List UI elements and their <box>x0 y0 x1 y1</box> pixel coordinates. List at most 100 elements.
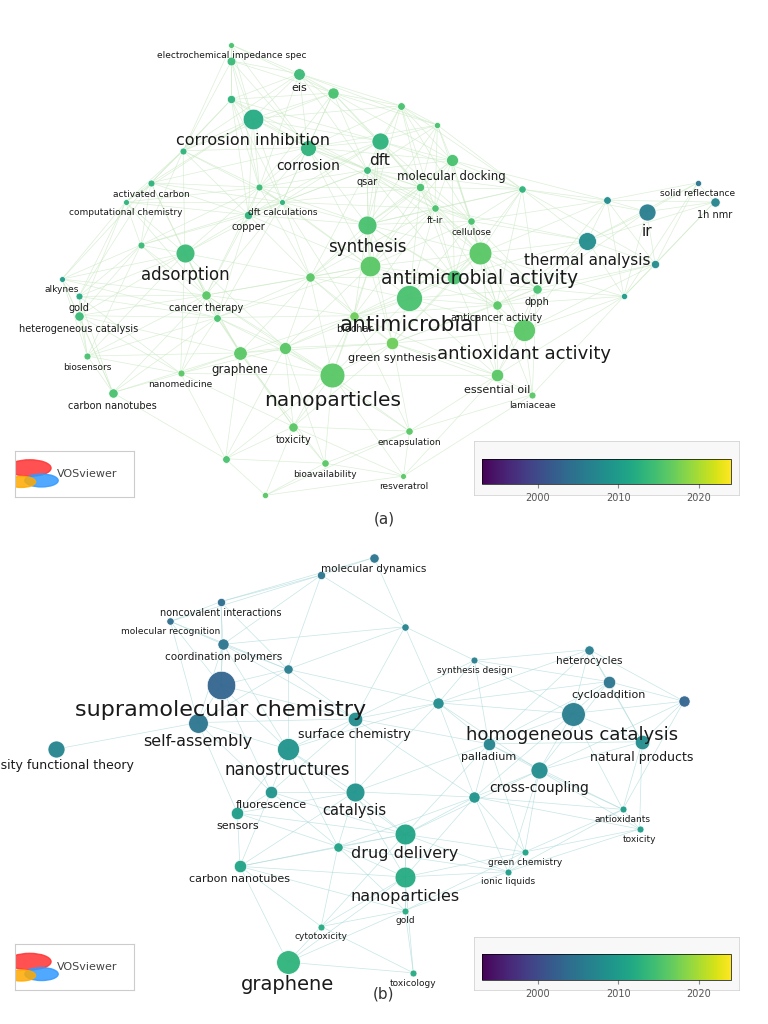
Point <box>649 256 661 272</box>
Point <box>349 783 361 800</box>
Point <box>327 85 339 101</box>
Text: graphene: graphene <box>241 975 334 994</box>
Circle shape <box>25 474 58 487</box>
Text: ir: ir <box>641 224 652 239</box>
Text: molecular docking: molecular docking <box>397 170 506 183</box>
Text: dft calculations: dft calculations <box>247 208 317 217</box>
Point <box>326 368 339 384</box>
Text: thermal analysis: thermal analysis <box>524 253 650 268</box>
Point <box>363 258 376 274</box>
Text: (b): (b) <box>373 986 395 1001</box>
Text: molecular recognition: molecular recognition <box>121 628 220 636</box>
Point <box>465 213 478 229</box>
Point <box>641 204 653 220</box>
Text: green chemistry: green chemistry <box>488 858 562 866</box>
Text: eis: eis <box>291 83 307 93</box>
Point <box>399 826 411 843</box>
Point <box>349 711 361 727</box>
Point <box>265 783 277 800</box>
Point <box>399 902 411 919</box>
Point <box>414 179 426 196</box>
Circle shape <box>7 970 35 981</box>
Text: carbon nanotubes: carbon nanotubes <box>190 874 290 885</box>
Text: ionic liquids: ionic liquids <box>481 878 535 887</box>
Point <box>179 245 191 261</box>
Point <box>407 965 419 981</box>
Point <box>73 288 85 304</box>
Point <box>468 652 481 669</box>
Point <box>399 618 411 635</box>
Text: fluorescence: fluorescence <box>235 800 306 810</box>
Point <box>247 111 259 127</box>
Point <box>399 868 411 885</box>
Text: cancer therapy: cancer therapy <box>169 303 243 313</box>
Text: palladium: palladium <box>461 752 516 762</box>
Text: toxicity: toxicity <box>276 435 311 444</box>
Point <box>403 423 415 439</box>
Point <box>617 288 630 304</box>
Text: dpph: dpph <box>524 297 549 307</box>
Text: biosensors: biosensors <box>63 362 111 372</box>
Point <box>276 194 289 210</box>
Point <box>119 194 131 210</box>
Point <box>634 821 646 838</box>
Point <box>56 271 68 288</box>
Point <box>107 384 119 400</box>
Text: homogeneous catalysis: homogeneous catalysis <box>466 726 679 744</box>
Point <box>177 142 189 159</box>
Circle shape <box>8 460 51 476</box>
Point <box>395 97 407 114</box>
Point <box>174 366 187 382</box>
Point <box>214 594 227 610</box>
Text: toxicity: toxicity <box>623 835 657 844</box>
Text: supramolecular chemistry: supramolecular chemistry <box>75 700 366 720</box>
Point <box>373 133 386 150</box>
Point <box>220 451 232 467</box>
Point <box>315 567 327 584</box>
Point <box>282 741 294 758</box>
Point <box>81 348 94 365</box>
Point <box>678 693 690 710</box>
Text: bioavailability: bioavailability <box>293 470 356 479</box>
Point <box>287 419 300 435</box>
Text: synthesis design: synthesis design <box>437 666 512 675</box>
Point <box>449 269 461 286</box>
Point <box>225 91 237 108</box>
Point <box>260 487 272 504</box>
Text: encapsulation: encapsulation <box>378 438 442 447</box>
Text: VOSviewer: VOSviewer <box>57 963 117 972</box>
Text: antioxidants: antioxidants <box>594 815 650 824</box>
Point <box>432 117 444 133</box>
Point <box>502 863 514 880</box>
Point <box>432 694 445 711</box>
Text: drug delivery: drug delivery <box>351 846 458 861</box>
Point <box>518 844 531 860</box>
Text: synthesis: synthesis <box>328 238 406 256</box>
Point <box>231 805 243 821</box>
Text: nanostructures: nanostructures <box>225 762 350 779</box>
Text: adsorption: adsorption <box>141 266 229 285</box>
Point <box>691 175 703 191</box>
Point <box>403 290 415 306</box>
Text: computational chemistry: computational chemistry <box>69 208 182 217</box>
Point <box>315 919 327 935</box>
Text: nanoparticles: nanoparticles <box>350 889 459 903</box>
Text: antioxidant activity: antioxidant activity <box>437 345 611 364</box>
Point <box>332 839 344 855</box>
Text: cellulose: cellulose <box>452 228 492 238</box>
Point <box>368 549 380 565</box>
Point <box>217 636 230 652</box>
Text: density functional theory: density functional theory <box>0 759 134 772</box>
Point <box>526 386 538 402</box>
Point <box>73 307 85 324</box>
Text: copper: copper <box>231 222 265 232</box>
Point <box>145 175 157 191</box>
Text: corrosion: corrosion <box>276 159 339 173</box>
Point <box>518 323 530 339</box>
Text: self-assembly: self-assembly <box>144 734 253 749</box>
Point <box>474 245 486 261</box>
Circle shape <box>7 476 35 487</box>
Text: noncovalent interactions: noncovalent interactions <box>160 608 281 617</box>
Point <box>566 706 578 722</box>
Text: electrochemical impedance spec: electrochemical impedance spec <box>157 51 306 60</box>
